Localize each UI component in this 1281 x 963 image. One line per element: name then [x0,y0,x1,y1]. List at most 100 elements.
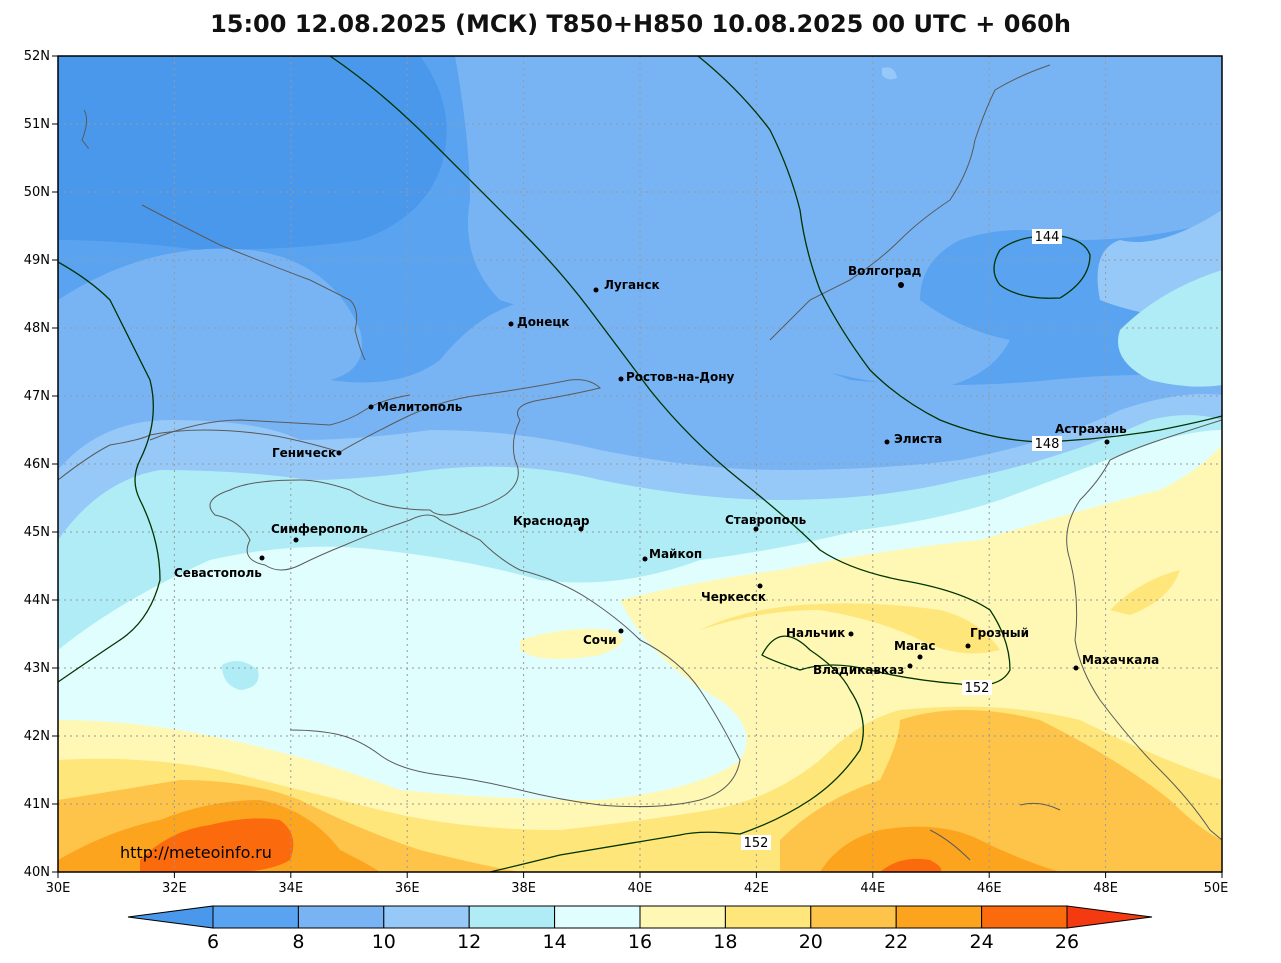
lat-label: 49N [24,253,50,268]
colorbar-cell [297,905,385,929]
colorbar-label: 18 [713,931,737,953]
colorbar-label: 24 [970,931,994,953]
city-label: Владикавказ [813,663,904,677]
city-label: Симферополь [271,522,368,536]
city-label: Краснодар [513,514,590,528]
lat-label: 51N [24,117,50,132]
city-markers [259,282,1110,671]
lat-label: 45N [24,525,50,540]
colorbar-cell [554,905,641,929]
coastlines [58,64,1222,861]
city-marker-astrakhan [1104,439,1110,445]
colorbar-cell [127,905,214,929]
lat-label: 44N [24,593,50,608]
lon-label: 36E [395,881,420,896]
city-label: Луганск [604,278,660,292]
city-marker-grozny [965,643,971,649]
colorbar-cell [981,905,1068,929]
city-marker-krasnodar [578,526,584,532]
city-labels: Волгоград Луганск Донецк Ростов-на-Дону … [174,264,1159,677]
city-marker-stavropol [753,526,759,532]
colorbar-label: 12 [457,931,481,953]
colorbar-label: 6 [207,931,219,953]
contour-label-152: 152 [965,681,990,696]
city-label: Мелитополь [377,400,463,414]
watermark: http://meteoinfo.ru [120,843,272,862]
lat-label: 52N [24,49,50,64]
city-marker-elista [884,439,890,445]
city-label: Грозный [970,626,1029,640]
colorbar-label: 8 [292,931,304,953]
city-marker-vladikavkaz [907,663,913,669]
city-label: Волгоград [848,264,922,278]
colorbar-cell [895,905,983,929]
city-marker-maykop [642,556,648,562]
city-marker-genichesk [336,450,342,456]
city-label: Геническ [272,446,336,460]
city-marker-magas [917,654,923,660]
city-marker-rostov [618,376,624,382]
colorbar-cell [468,905,556,929]
lon-label: 50E [1204,881,1229,896]
lon-label: 48E [1093,881,1118,896]
colorbar-label: 10 [372,931,396,953]
city-label: Нальчик [786,626,845,640]
colorbar-label: 26 [1055,931,1079,953]
colorbar-label: 22 [884,931,908,953]
city-marker-makhachkala [1073,665,1079,671]
colorbar-cell [810,905,897,929]
lon-label: 46E [977,881,1002,896]
city-label: Астрахань [1055,422,1127,436]
city-label: Донецк [517,315,569,329]
colorbar-cell [639,905,726,929]
lat-label: 48N [24,321,50,336]
lon-label: 32E [162,881,187,896]
lon-label: 30E [46,881,71,896]
contour-label-152: 152 [744,836,769,851]
grid-lines [58,56,1222,872]
temperature-field [58,56,1222,872]
colorbar-cell [383,905,470,929]
lat-label: 40N [24,865,50,880]
colorbar-cell [212,905,299,929]
contour-value-labels: 144 148 152 152 [741,229,1062,851]
city-marker-nalchik [848,631,854,637]
colorbar-label: 16 [628,931,652,953]
map-title: 15:00 12.08.2025 (МСК) T850+H850 10.08.2… [210,10,1071,38]
city-marker-sochi [618,628,624,634]
lat-label: 50N [24,185,50,200]
city-marker-cherkessk [757,583,763,589]
colorbar-cell [1066,905,1153,929]
lon-label: 44E [860,881,885,896]
city-label: Майкоп [649,547,702,561]
lon-label: 42E [744,881,769,896]
lon-label: 34E [278,881,303,896]
city-marker-donetsk [508,321,514,327]
lat-label: 43N [24,661,50,676]
lat-label: 47N [24,389,50,404]
city-label: Ростов-на-Дону [626,370,735,384]
latitude-labels: 52N 51N 50N 49N 48N 47N 46N 45N 44N 43N … [24,49,50,880]
city-marker-melitopol [368,404,374,410]
city-label: Черкесск [701,590,766,604]
city-label: Севастополь [174,566,262,580]
city-label: Ставрополь [725,513,807,527]
lat-label: 42N [24,729,50,744]
contour-label-148: 148 [1035,437,1060,452]
city-label: Махачкала [1082,653,1159,667]
axis-ticks [52,55,1223,878]
city-marker-volgograd [898,282,904,288]
longitude-labels: 30E 32E 34E 36E 38E 40E 42E 44E 46E 48E … [46,881,1229,896]
colorbar-label: 20 [799,931,823,953]
colorbar-cell [724,905,812,929]
contour-label-144: 144 [1035,230,1060,245]
lon-label: 38E [511,881,536,896]
city-marker-simferopol [293,537,299,543]
city-label: Магас [894,639,936,653]
lon-label: 40E [628,881,653,896]
colorbar: 6 8 10 12 14 16 18 20 22 24 26 [127,905,1153,953]
colorbar-label: 14 [543,931,567,953]
city-label: Элиста [894,432,942,446]
city-label: Сочи [583,633,617,647]
